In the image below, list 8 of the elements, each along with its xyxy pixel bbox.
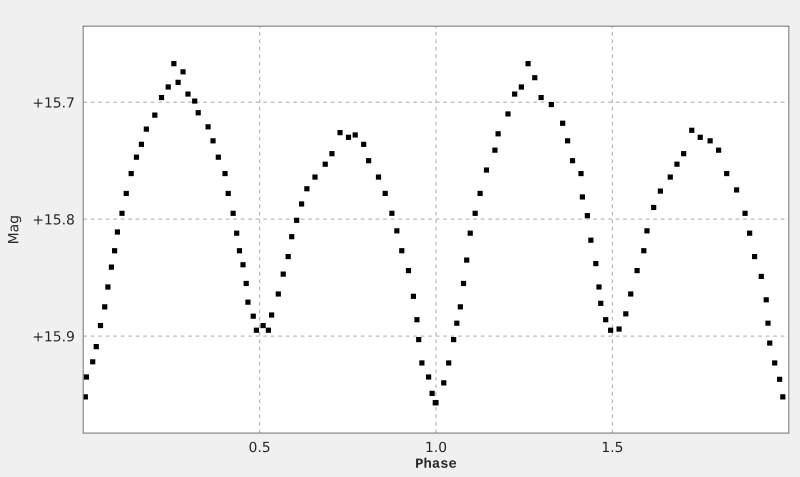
y-axis-title: Mag [8, 216, 22, 243]
x-tick-label: 0.5 [249, 442, 270, 452]
y-tick-label: +15.8 [34, 214, 74, 225]
x-axis-title: Phase [416, 458, 456, 468]
x-tick-label: 1.0 [426, 442, 446, 452]
x-tick-label: 1.5 [602, 442, 622, 452]
y-tick-label: +15.7 [34, 97, 74, 108]
y-tick-label: +15.9 [34, 331, 74, 342]
